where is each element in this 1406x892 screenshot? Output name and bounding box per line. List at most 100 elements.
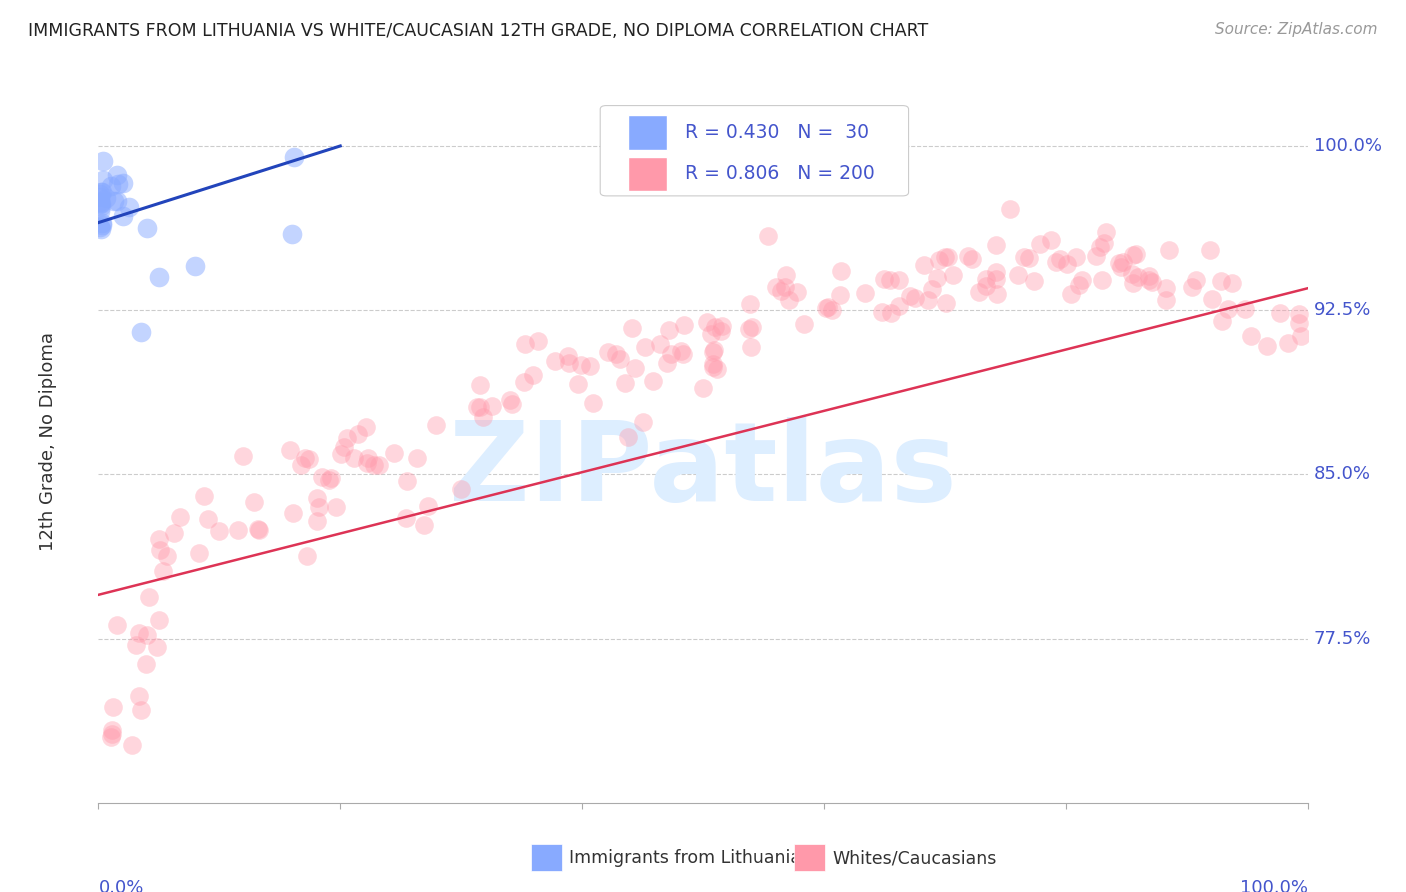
Point [333,440,356,454]
Point [1140,275,1163,289]
Point [917,293,939,307]
Point [658,323,681,337]
Point [741,320,763,334]
Point [1125,247,1147,261]
Point [1159,244,1181,258]
Point [765,280,787,294]
FancyBboxPatch shape [600,105,908,196]
Point [129,325,152,339]
Point [468,377,491,392]
Point [243,494,266,508]
Point [1181,280,1204,294]
Point [740,340,762,354]
Point [283,506,305,520]
Point [887,273,910,287]
Point [305,491,328,505]
Point [522,368,544,383]
Point [1091,273,1114,287]
Bar [628,115,666,150]
Text: Immigrants from Lithuania: Immigrants from Lithuania [569,849,801,867]
Point [793,317,815,331]
Point [879,273,901,287]
Point [621,321,644,335]
Point [450,482,472,496]
Text: ZIPatlas: ZIPatlas [449,417,957,524]
Point [567,377,589,392]
Point [1288,316,1310,330]
Point [957,249,980,263]
Point [986,286,1008,301]
Point [738,322,761,336]
Point [357,451,380,466]
Point [89,195,111,210]
Point [396,475,419,489]
Point [1288,307,1310,321]
Point [100,731,122,745]
Point [643,374,665,388]
Point [90,222,112,236]
Text: Whites/Caucasians: Whites/Caucasians [832,849,997,867]
Point [308,500,330,514]
Text: 100.0%: 100.0% [1240,880,1308,892]
Point [1108,255,1130,269]
Point [418,500,440,514]
Point [145,640,167,655]
Point [634,340,657,354]
Point [1240,329,1263,343]
Point [1112,255,1135,269]
Point [820,303,842,318]
Bar [628,157,666,191]
Point [307,514,329,528]
Point [311,469,333,483]
Point [208,524,231,538]
Point [1137,268,1160,283]
Point [105,168,128,182]
Point [278,443,301,458]
Point [1121,267,1143,281]
Point [984,265,1007,279]
Point [91,173,114,187]
Point [786,285,808,300]
Point [184,260,207,274]
Point [960,252,983,266]
Point [1216,302,1239,317]
Point [569,358,592,372]
Point [1209,274,1232,288]
Point [90,186,112,200]
Point [617,430,640,444]
Text: R = 0.806   N = 200: R = 0.806 N = 200 [685,164,875,184]
Point [921,282,943,296]
Point [336,431,359,445]
Point [702,345,724,359]
Point [105,618,128,632]
Text: 77.5%: 77.5% [1313,630,1371,648]
Point [1018,251,1040,265]
Point [655,356,678,370]
Point [828,288,851,302]
Point [330,447,353,461]
Point [1137,273,1160,287]
Point [128,625,150,640]
Point [709,324,731,338]
Point [111,176,134,190]
Point [1154,281,1177,295]
Point [135,657,157,671]
Point [1277,335,1299,350]
Point [1007,268,1029,282]
Point [90,186,112,200]
Point [596,344,619,359]
Point [702,357,724,371]
Point [778,293,800,308]
Point [247,522,270,536]
Point [281,227,304,241]
Point [557,350,579,364]
Point [295,549,318,563]
Point [128,690,150,704]
Point [969,285,991,299]
Point [406,450,429,465]
Point [1184,273,1206,287]
Point [325,500,347,515]
Point [512,375,534,389]
Point [107,178,129,192]
Point [499,393,522,408]
